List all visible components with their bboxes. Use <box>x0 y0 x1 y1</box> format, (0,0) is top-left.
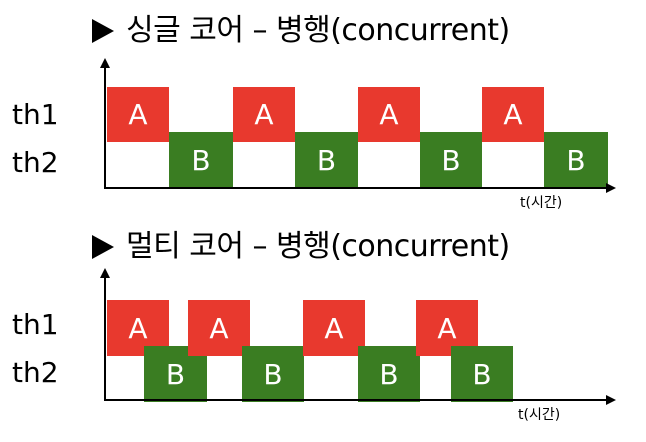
single-th1-label: th1 <box>12 98 59 131</box>
multi-th1-label: th1 <box>12 308 59 341</box>
multi-block-b-6: B <box>358 346 420 402</box>
multi-time-label: t(시간) <box>518 407 561 423</box>
multi-core-title: 멀티 코어 – 병행(concurrent) <box>126 229 510 264</box>
single-core-heading: 싱글 코어 – 병행(concurrent) <box>92 14 510 48</box>
single-block-a-5: A <box>358 87 420 142</box>
single-block-b-6: B <box>420 132 482 188</box>
multi-core-heading: 멀티 코어 – 병행(concurrent) <box>92 230 510 264</box>
single-block-a-1: A <box>107 87 169 142</box>
multi-y-axis <box>104 276 106 401</box>
multi-x-axis-arrow-icon <box>606 395 616 405</box>
multi-block-b-2: B <box>144 346 207 402</box>
single-th2-label: th2 <box>12 146 59 179</box>
play-triangle-icon <box>92 19 114 43</box>
multi-block-a-5: A <box>303 300 365 356</box>
play-triangle-icon <box>92 235 114 259</box>
multi-block-b-4: B <box>242 346 304 402</box>
multi-th2-label: th2 <box>12 356 59 389</box>
single-block-b-4: B <box>295 132 358 188</box>
single-time-label: t(시간) <box>520 195 563 211</box>
single-x-axis-arrow-icon <box>606 183 616 193</box>
single-x-axis <box>104 187 608 189</box>
multi-block-b-8: B <box>451 346 513 402</box>
single-block-a-3: A <box>233 87 295 142</box>
single-block-b-2: B <box>169 132 233 188</box>
single-y-axis-arrow-icon <box>100 58 110 68</box>
single-block-a-7: A <box>482 87 544 142</box>
single-core-title: 싱글 코어 – 병행(concurrent) <box>126 13 510 48</box>
multi-block-a-3: A <box>188 300 250 356</box>
multi-y-axis-arrow-icon <box>100 268 110 278</box>
single-y-axis <box>104 66 106 189</box>
single-block-b-8: B <box>544 132 608 188</box>
multi-x-axis <box>104 399 608 401</box>
